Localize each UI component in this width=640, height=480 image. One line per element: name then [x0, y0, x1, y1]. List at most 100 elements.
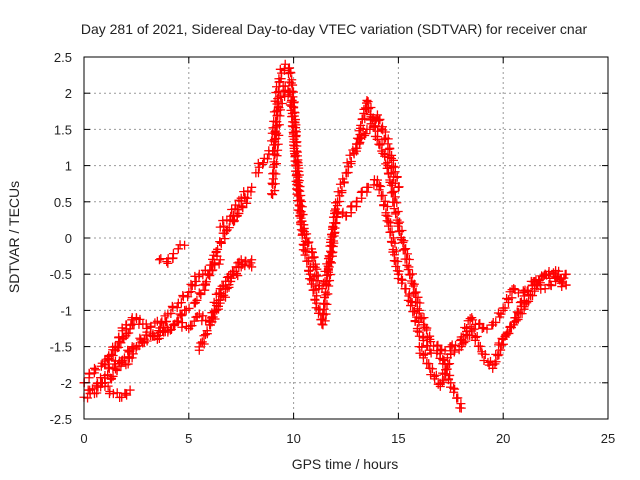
- data-point: [292, 185, 302, 195]
- data-point: [469, 324, 479, 334]
- data-point: [210, 314, 220, 324]
- data-point: [297, 202, 307, 212]
- data-point: [226, 273, 236, 283]
- data-point: [297, 230, 307, 240]
- data-point: [328, 241, 338, 251]
- data-point: [205, 271, 215, 281]
- data-point: [497, 334, 507, 344]
- data-point: [234, 208, 244, 218]
- data-point: [384, 221, 394, 231]
- data-point: [270, 179, 280, 189]
- data-point: [232, 205, 242, 215]
- data-point: [299, 240, 309, 250]
- y-tick-label: 2: [65, 86, 72, 101]
- data-point: [253, 158, 263, 168]
- data-point: [125, 385, 135, 395]
- data-point: [490, 359, 500, 369]
- data-point: [275, 64, 285, 74]
- data-point: [183, 292, 193, 302]
- data-point: [445, 359, 455, 369]
- data-point: [379, 200, 389, 210]
- data-point: [324, 262, 334, 272]
- data-point: [540, 284, 550, 294]
- data-point: [325, 270, 335, 280]
- data-point: [194, 342, 204, 352]
- data-point: [168, 249, 178, 259]
- data-point: [320, 316, 330, 326]
- data-point: [173, 244, 183, 254]
- data-point: [308, 285, 318, 295]
- data-point: [274, 130, 284, 140]
- x-tick-label: 5: [185, 431, 192, 446]
- data-point: [452, 393, 462, 403]
- data-point: [272, 110, 282, 120]
- data-point: [176, 311, 186, 321]
- data-point: [403, 249, 413, 259]
- data-point: [356, 120, 366, 130]
- data-point: [194, 288, 204, 298]
- data-point: [211, 247, 221, 257]
- data-point: [406, 301, 416, 311]
- data-point: [263, 154, 273, 164]
- data-point: [189, 316, 199, 326]
- series-track-10: [267, 81, 466, 413]
- data-point: [119, 353, 129, 363]
- data-point: [186, 279, 196, 289]
- data-point: [386, 180, 396, 190]
- data-point: [291, 123, 301, 133]
- data-point: [283, 69, 293, 79]
- data-point: [219, 221, 229, 231]
- data-point: [398, 245, 408, 255]
- data-point: [352, 133, 362, 143]
- data-point: [392, 172, 402, 182]
- data-point: [357, 114, 367, 124]
- data-point: [442, 364, 452, 374]
- data-point: [546, 281, 556, 291]
- data-point: [391, 209, 401, 219]
- data-point: [208, 312, 218, 322]
- y-tick-label: 1.5: [54, 122, 72, 137]
- y-tick-label: -0.5: [50, 267, 72, 282]
- data-point: [258, 159, 268, 169]
- data-point: [180, 240, 190, 250]
- data-point: [284, 63, 294, 73]
- data-point: [214, 259, 224, 269]
- data-point: [196, 289, 206, 299]
- data-point: [177, 310, 187, 320]
- data-point: [287, 112, 297, 122]
- data-point: [430, 374, 440, 384]
- data-point: [199, 339, 209, 349]
- data-point: [400, 284, 410, 294]
- data-point: [210, 260, 220, 270]
- data-point: [273, 139, 283, 149]
- data-point: [215, 295, 225, 305]
- data-point: [509, 284, 519, 294]
- data-point: [258, 158, 268, 168]
- data-point: [523, 286, 533, 296]
- data-point: [502, 327, 512, 337]
- data-point: [177, 322, 187, 332]
- data-point: [246, 187, 256, 197]
- data-point: [412, 304, 422, 314]
- data-point: [125, 346, 135, 356]
- data-point: [175, 309, 185, 319]
- data-point: [342, 158, 352, 168]
- data-point: [427, 364, 437, 374]
- data-point: [228, 210, 238, 220]
- series-track-7: [194, 255, 257, 355]
- data-point: [559, 273, 569, 283]
- data-point: [368, 113, 378, 123]
- data-point: [384, 169, 394, 179]
- data-point: [154, 255, 164, 265]
- data-point: [383, 144, 393, 154]
- data-point: [292, 196, 302, 206]
- data-point: [465, 314, 475, 324]
- data-point: [287, 101, 297, 111]
- data-point: [178, 291, 188, 301]
- data-point: [200, 330, 210, 340]
- data-point: [493, 351, 503, 361]
- data-point: [417, 342, 427, 352]
- data-point: [437, 377, 447, 387]
- data-point: [335, 179, 345, 189]
